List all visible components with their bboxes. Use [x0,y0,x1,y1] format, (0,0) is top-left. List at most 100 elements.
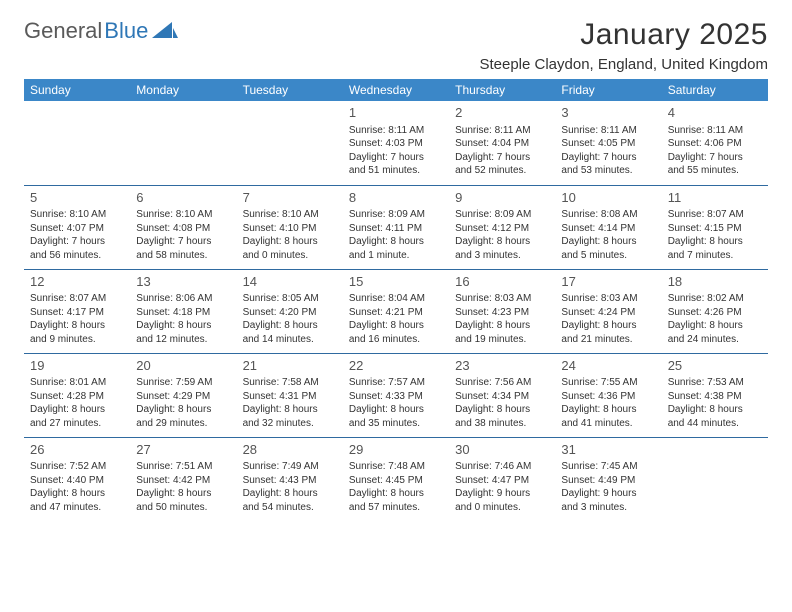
calendar-day-cell: 30Sunrise: 7:46 AMSunset: 4:47 PMDayligh… [449,437,555,521]
sunset-text: Sunset: 4:11 PM [349,222,443,236]
sunset-text: Sunset: 4:42 PM [136,474,230,488]
sunset-text: Sunset: 4:28 PM [30,390,124,404]
calendar-day-cell: 13Sunrise: 8:06 AMSunset: 4:18 PMDayligh… [130,269,236,353]
day-number: 24 [561,357,655,375]
day-number: 11 [668,189,762,207]
sunset-text: Sunset: 4:18 PM [136,306,230,320]
calendar-day-cell: 5Sunrise: 8:10 AMSunset: 4:07 PMDaylight… [24,185,130,269]
calendar-day-cell [24,101,130,185]
sunrise-text: Sunrise: 7:58 AM [243,376,337,390]
calendar-day-cell: 25Sunrise: 7:53 AMSunset: 4:38 PMDayligh… [662,353,768,437]
calendar-day-cell: 31Sunrise: 7:45 AMSunset: 4:49 PMDayligh… [555,437,661,521]
sunset-text: Sunset: 4:21 PM [349,306,443,320]
daylight-text: Daylight: 8 hours and 3 minutes. [455,235,549,262]
sunset-text: Sunset: 4:24 PM [561,306,655,320]
day-number: 13 [136,273,230,291]
day-header: Tuesday [237,79,343,101]
sunrise-text: Sunrise: 7:57 AM [349,376,443,390]
sunrise-text: Sunrise: 8:11 AM [349,124,443,138]
sunrise-text: Sunrise: 7:45 AM [561,460,655,474]
sunrise-text: Sunrise: 7:48 AM [349,460,443,474]
sunset-text: Sunset: 4:33 PM [349,390,443,404]
sunset-text: Sunset: 4:29 PM [136,390,230,404]
calendar-day-cell: 27Sunrise: 7:51 AMSunset: 4:42 PMDayligh… [130,437,236,521]
sunset-text: Sunset: 4:23 PM [455,306,549,320]
daylight-text: Daylight: 7 hours and 58 minutes. [136,235,230,262]
day-number: 26 [30,441,124,459]
day-number: 21 [243,357,337,375]
day-number: 4 [668,104,762,122]
day-number: 7 [243,189,337,207]
sunset-text: Sunset: 4:07 PM [30,222,124,236]
daylight-text: Daylight: 8 hours and 35 minutes. [349,403,443,430]
header: GeneralBlue January 2025 Steeple Claydon… [24,18,768,73]
day-number: 1 [349,104,443,122]
daylight-text: Daylight: 8 hours and 0 minutes. [243,235,337,262]
calendar-day-cell: 28Sunrise: 7:49 AMSunset: 4:43 PMDayligh… [237,437,343,521]
daylight-text: Daylight: 8 hours and 1 minute. [349,235,443,262]
logo-text-general: General [24,18,102,44]
day-number: 19 [30,357,124,375]
logo-sail-icon [152,22,178,40]
daylight-text: Daylight: 7 hours and 55 minutes. [668,151,762,178]
calendar-day-cell: 3 Sunrise: 8:11 AMSunset: 4:05 PMDaylight… [555,101,661,185]
sunrise-text: Sunrise: 7:46 AM [455,460,549,474]
calendar-day-cell: 1Sunrise: 8:11 AMSunset: 4:03 PMDaylight… [343,101,449,185]
day-header-row: Sunday Monday Tuesday Wednesday Thursday… [24,79,768,101]
sunset-text: Sunset: 4:20 PM [243,306,337,320]
day-header: Monday [130,79,236,101]
sunset-text: Sunset: 4:40 PM [30,474,124,488]
day-header: Friday [555,79,661,101]
calendar-day-cell: 8Sunrise: 8:09 AMSunset: 4:11 PMDaylight… [343,185,449,269]
sunset-text: Sunset: 4:31 PM [243,390,337,404]
calendar-day-cell: 6Sunrise: 8:10 AMSunset: 4:08 PMDaylight… [130,185,236,269]
sunset-text: Sunset: 4:17 PM [30,306,124,320]
daylight-text: Daylight: 8 hours and 21 minutes. [561,319,655,346]
sunrise-text: Sunrise: 8:11 AM [561,124,655,138]
daylight-text: Daylight: 9 hours and 3 minutes. [561,487,655,514]
day-header: Saturday [662,79,768,101]
calendar-body: 1Sunrise: 8:11 AMSunset: 4:03 PMDaylight… [24,101,768,521]
sunset-text: Sunset: 4:15 PM [668,222,762,236]
calendar-day-cell: 26Sunrise: 7:52 AMSunset: 4:40 PMDayligh… [24,437,130,521]
sunset-text: Sunset: 4:05 PM [561,137,655,151]
sunrise-text: Sunrise: 8:07 AM [668,208,762,222]
day-number: 14 [243,273,337,291]
logo-text-blue: Blue [104,18,148,44]
day-number: 5 [30,189,124,207]
calendar-day-cell [662,437,768,521]
sunrise-text: Sunrise: 8:11 AM [455,124,549,138]
sunset-text: Sunset: 4:43 PM [243,474,337,488]
sunset-text: Sunset: 4:36 PM [561,390,655,404]
sunrise-text: Sunrise: 8:03 AM [561,292,655,306]
sunset-text: Sunset: 4:34 PM [455,390,549,404]
location-subtitle: Steeple Claydon, England, United Kingdom [479,56,768,73]
calendar-day-cell: 23Sunrise: 7:56 AMSunset: 4:34 PMDayligh… [449,353,555,437]
sunrise-text: Sunrise: 8:01 AM [30,376,124,390]
sunset-text: Sunset: 4:38 PM [668,390,762,404]
sunrise-text: Sunrise: 8:08 AM [561,208,655,222]
sunrise-text: Sunrise: 8:10 AM [136,208,230,222]
calendar-day-cell: 12Sunrise: 8:07 AMSunset: 4:17 PMDayligh… [24,269,130,353]
sunset-text: Sunset: 4:06 PM [668,137,762,151]
day-number: 2 [455,104,549,122]
sunrise-text: Sunrise: 8:09 AM [349,208,443,222]
day-number: 30 [455,441,549,459]
day-number: 29 [349,441,443,459]
calendar-day-cell [237,101,343,185]
calendar-day-cell: 9Sunrise: 8:09 AMSunset: 4:12 PMDaylight… [449,185,555,269]
calendar-day-cell: 18Sunrise: 8:02 AMSunset: 4:26 PMDayligh… [662,269,768,353]
calendar-day-cell: 17Sunrise: 8:03 AMSunset: 4:24 PMDayligh… [555,269,661,353]
day-number: 3 [561,104,655,122]
title-block: January 2025 Steeple Claydon, England, U… [479,18,768,73]
daylight-text: Daylight: 8 hours and 12 minutes. [136,319,230,346]
sunrise-text: Sunrise: 8:02 AM [668,292,762,306]
calendar-day-cell: 21Sunrise: 7:58 AMSunset: 4:31 PMDayligh… [237,353,343,437]
day-number: 27 [136,441,230,459]
sunrise-text: Sunrise: 7:52 AM [30,460,124,474]
sunrise-text: Sunrise: 7:49 AM [243,460,337,474]
daylight-text: Daylight: 7 hours and 53 minutes. [561,151,655,178]
sunset-text: Sunset: 4:12 PM [455,222,549,236]
day-number: 28 [243,441,337,459]
calendar-table: Sunday Monday Tuesday Wednesday Thursday… [24,79,768,521]
